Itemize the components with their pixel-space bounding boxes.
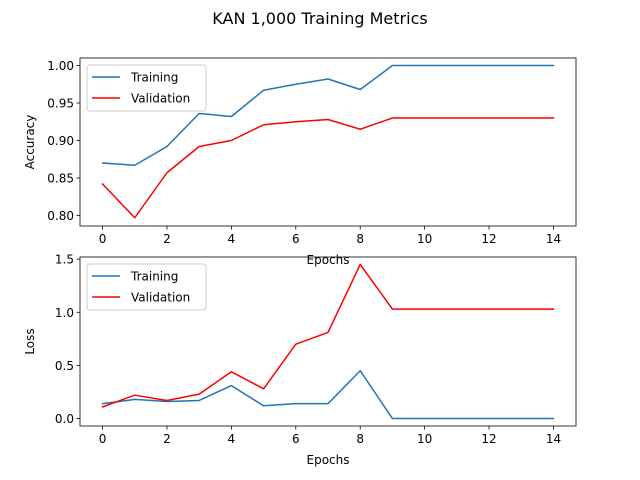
loss-x-tick-label: 8	[356, 432, 364, 446]
accuracy-subplot: 0 2 4 6 8 10 12 14 0.80 0.85 0.90 0.95 1.00 Epochs Acc…	[23, 57, 577, 267]
accuracy-y-tick-label: 0.80	[47, 209, 74, 223]
accuracy-x-axis-label: Epochs	[307, 253, 350, 267]
accuracy-legend-label-training: Training	[130, 71, 178, 85]
accuracy-series-line-validation	[101, 117, 555, 219]
loss-x-tick-label: 2	[163, 432, 171, 446]
accuracy-y-tick-label: 0.85	[47, 172, 74, 186]
accuracy-x-tick-label: 2	[163, 232, 171, 246]
accuracy-x-tick-label: 12	[481, 232, 496, 246]
loss-x-tick-label: 6	[292, 432, 300, 446]
accuracy-legend-label-validation: Validation	[131, 92, 190, 106]
loss-y-tick-label: 1.5	[55, 253, 74, 267]
accuracy-y-axis-label: Accuracy	[23, 115, 37, 170]
loss-legend-label-validation: Validation	[131, 291, 190, 305]
loss-x-tick-label: 4	[228, 432, 236, 446]
loss-series-line-validation	[101, 263, 555, 408]
loss-x-tick-label: 0	[99, 432, 107, 446]
loss-x-tick-label: 12	[481, 432, 496, 446]
loss-y-tick-label: 0.5	[55, 359, 74, 373]
loss-x-axis-label: Epochs	[307, 453, 350, 467]
loss-y-tick-label: 1.0	[55, 306, 74, 320]
loss-y-axis-label: Loss	[23, 328, 37, 354]
figure-title: KAN 1,000 Training Metrics	[212, 9, 427, 28]
accuracy-x-tick-label: 10	[417, 232, 432, 246]
loss-y-tick-label: 0.0	[55, 412, 74, 426]
accuracy-series-line-training	[101, 64, 555, 166]
accuracy-y-tick-label: 0.90	[47, 134, 74, 148]
loss-legend-label-training: Training	[130, 270, 178, 284]
loss-subplot: 0 2 4 6 8 10 12 14 0.0 0.5 1.0 1.5 Epochs Loss Trainin…	[23, 253, 577, 467]
accuracy-x-tick-label: 8	[356, 232, 364, 246]
accuracy-x-tick-label: 6	[292, 232, 300, 246]
accuracy-x-tick-label: 0	[99, 232, 107, 246]
loss-series-line-training	[101, 369, 555, 420]
accuracy-y-tick-label: 0.95	[47, 97, 74, 111]
loss-x-tick-label: 10	[417, 432, 432, 446]
accuracy-x-tick-label: 4	[228, 232, 236, 246]
loss-x-tick-label: 14	[546, 432, 561, 446]
accuracy-x-tick-label: 14	[546, 232, 561, 246]
accuracy-y-tick-label: 1.00	[47, 59, 74, 73]
accuracy-plot-frame	[79, 57, 577, 227]
loss-plot-frame	[79, 256, 577, 427]
